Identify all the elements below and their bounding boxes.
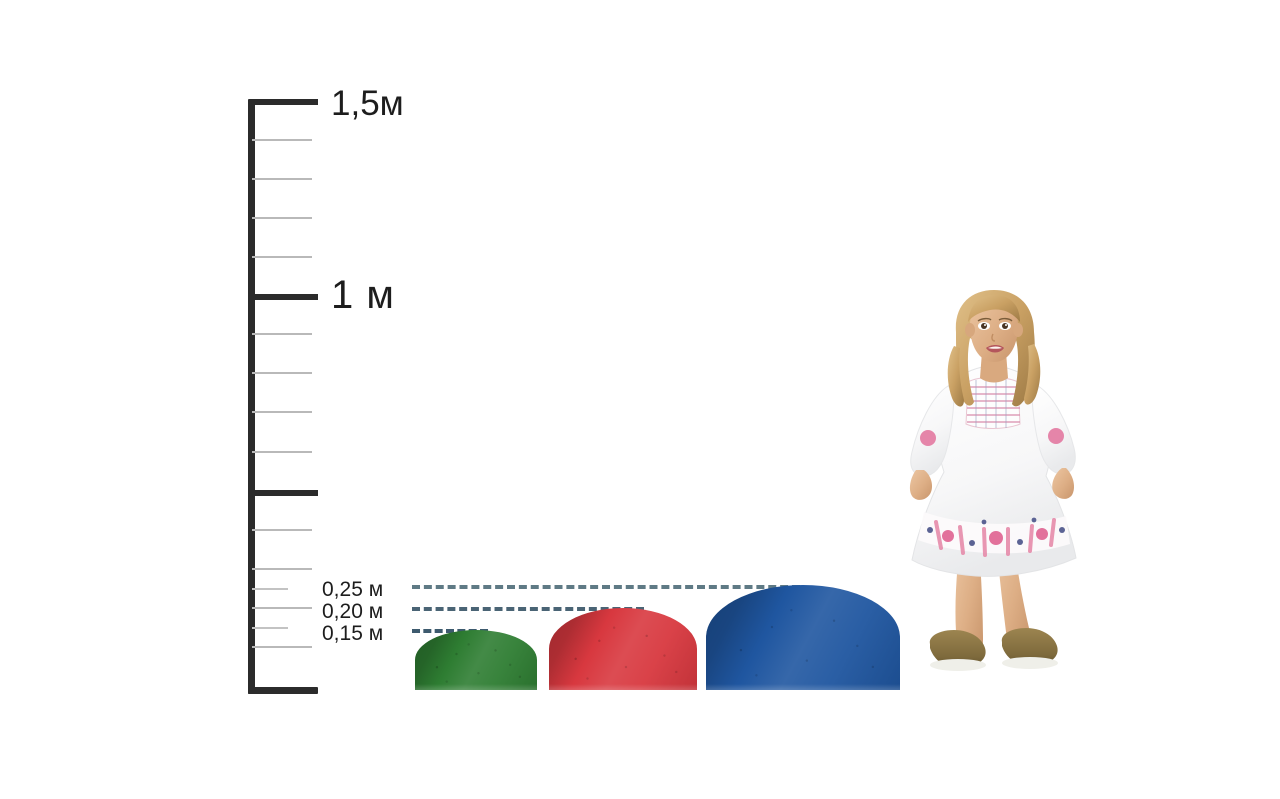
dome-red (549, 608, 697, 690)
dome-blue-sheen (706, 585, 900, 690)
ruler-label-1m: 1 м (331, 273, 395, 317)
height-ruler (248, 99, 320, 694)
ruler-tick-major-1-5m (252, 99, 318, 105)
ruler-label-1-5m: 1,5м (331, 84, 404, 123)
guide-line-0-20m (412, 607, 644, 611)
guide-label-0-20m: 0,20 м (322, 600, 384, 623)
ruler-tick-0-6m (252, 451, 312, 453)
dome-green-texture (415, 630, 537, 690)
child-dress (910, 365, 1077, 577)
dome-green-base (415, 684, 537, 690)
guide-label-0-25m: 0,25 м (322, 578, 384, 601)
child-shoes (929, 628, 1058, 671)
child-figure (884, 286, 1096, 690)
ruler-tick-0-7m (252, 411, 312, 413)
ruler-tick-0-25m (252, 588, 288, 590)
dome-blue-base (706, 684, 900, 690)
ruler-spine (248, 99, 255, 694)
dome-blue-texture (706, 585, 900, 690)
child-eyes (977, 317, 1013, 330)
guide-line-0-15m (412, 629, 488, 633)
guide-label-0-15m: 0,15 м (322, 622, 384, 645)
ruler-tick-1-3m (252, 178, 312, 180)
ruler-tick-1-1m (252, 256, 312, 258)
ruler-tick-major-1-0m (252, 294, 318, 300)
dome-red-sheen (549, 608, 697, 690)
dome-red-base (549, 684, 697, 690)
ruler-tick-1-2m (252, 217, 312, 219)
dome-red-texture (549, 608, 697, 690)
ruler-baseline (248, 687, 318, 694)
guide-line-0-25m (412, 585, 800, 589)
ruler-tick-0-4m (252, 529, 312, 531)
ruler-tick-0-9m (252, 333, 312, 335)
ruler-tick-0-1m (252, 646, 312, 648)
ruler-tick-0-15m (252, 627, 288, 629)
ruler-tick-0-2m (252, 607, 312, 609)
dome-blue (706, 585, 900, 690)
ruler-tick-1-4m (252, 139, 312, 141)
ruler-tick-0-8m (252, 372, 312, 374)
dome-green (415, 630, 537, 690)
ruler-tick-major-0-5m (252, 490, 318, 496)
dome-green-sheen (415, 630, 537, 690)
child-arms (909, 468, 1074, 500)
ruler-tick-0-3m (252, 568, 312, 570)
child-face (970, 296, 1018, 362)
child-nose (991, 333, 996, 342)
